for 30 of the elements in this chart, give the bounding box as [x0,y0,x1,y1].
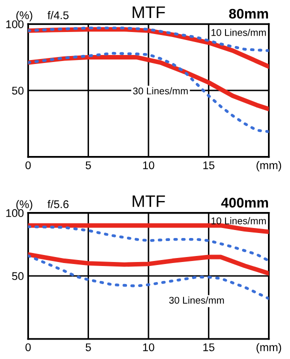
x-tick-label: 0 [25,343,31,352]
chart-title: MTF [132,6,165,18]
line-series [28,252,269,276]
chart-subtitle: f/4.5 [48,11,69,20]
y-tick-label: 100 [6,20,24,28]
chart-subtitle: f/5.6 [48,200,69,208]
annotation: 10 Lines/mm [212,217,266,224]
x-tick-label: 5 [86,343,91,352]
y-axis-title: (%) [16,200,32,210]
x-tick-label: (mm) [256,161,282,172]
text: 400mm [221,198,268,208]
line-series [28,52,269,134]
x-tick-label: 5 [86,161,91,170]
annotation: 10 Lines/mm [212,28,266,36]
text: 80mm [229,8,268,19]
y-tick-label: 100 [6,209,24,218]
annotation: 30 Lines/mm [133,87,188,94]
x-tick-label: 15 [203,343,214,352]
x-tick-label: 10 [143,161,154,170]
line-series [28,26,269,52]
x-tick-label: 10 [143,343,154,352]
chart-title: MTF [132,195,165,207]
y-tick-label: 50 [12,86,24,95]
annotation: 30 Lines/mm [169,296,224,304]
x-tick-label: 15 [203,161,214,170]
x-tick-label: (mm) [256,343,282,354]
y-axis-title: (%) [16,11,32,22]
line-series [28,225,269,262]
y-tick-label: 50 [12,272,24,280]
x-tick-label: 0 [25,161,31,170]
